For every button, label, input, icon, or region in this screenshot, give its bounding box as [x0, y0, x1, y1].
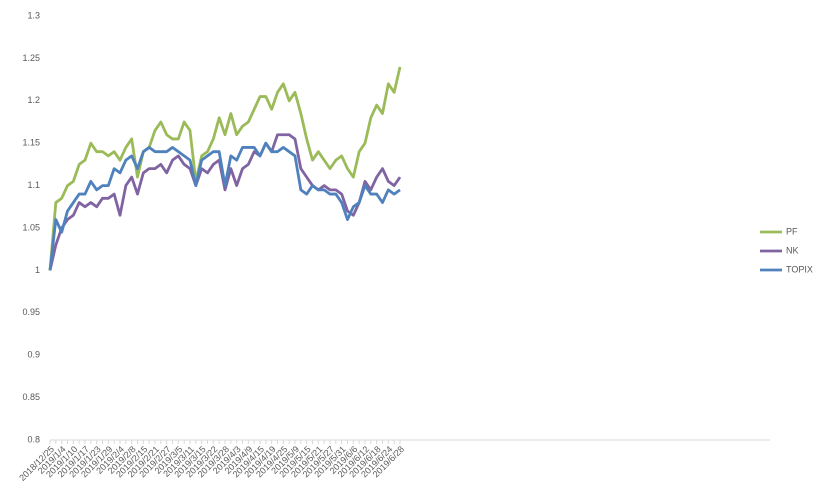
y-tick-label: 0.95: [22, 307, 40, 317]
y-tick-label: 0.9: [27, 350, 40, 360]
legend-label: TOPIX: [786, 264, 813, 274]
y-tick-label: 0.8: [27, 434, 40, 444]
series-line: [48, 66, 402, 271]
y-tick-label: 1.15: [22, 138, 40, 148]
y-tick-label: 1.2: [27, 95, 40, 105]
series-line: [48, 141, 401, 271]
y-tick-label: 1.3: [27, 10, 40, 20]
series-line: [48, 133, 402, 271]
y-tick-label: 1.1: [27, 180, 40, 190]
legend-label: PF: [786, 226, 798, 236]
legend-label: NK: [786, 245, 799, 255]
y-tick-label: 1: [35, 265, 40, 275]
y-tick-label: 1.05: [22, 222, 40, 232]
y-tick-label: 1.25: [22, 53, 40, 63]
y-tick-label: 0.85: [22, 392, 40, 402]
